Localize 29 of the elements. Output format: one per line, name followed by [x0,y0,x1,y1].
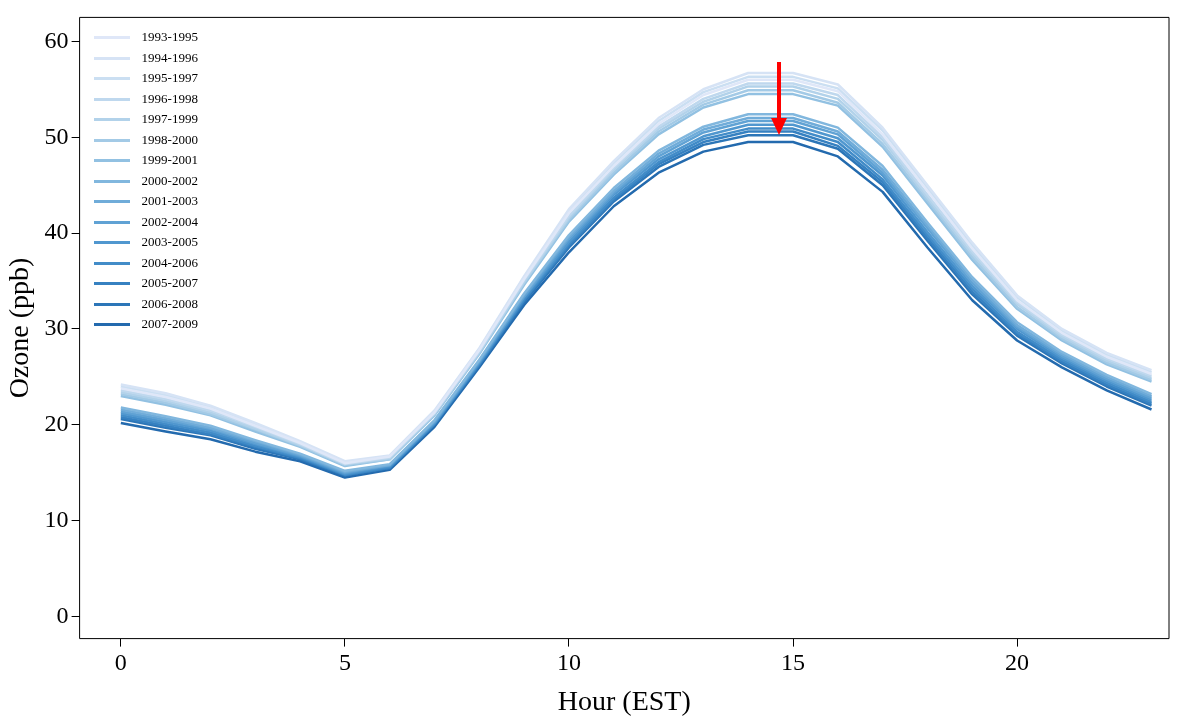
legend-label: 2001-2003 [141,192,198,211]
legend-label: 1997-1999 [141,110,198,129]
legend-label: 1994-1996 [141,48,198,67]
y-axis-title: Ozone (ppb) [3,257,35,399]
x-tick-label: 10 [556,649,581,676]
y-tick-label: 10 [44,505,69,532]
x-axis-title: Hour (EST) [557,684,691,716]
legend-label: 2002-2004 [141,212,198,231]
x-tick-label: 0 [114,649,127,676]
legend-label: 2007-2009 [141,315,198,334]
x-tick-label: 20 [1005,649,1030,676]
legend-label: 1993-1995 [141,28,198,47]
legend-label: 1996-1998 [141,89,198,108]
legend-label: 2006-2008 [141,294,198,313]
legend-label: 2004-2006 [141,253,198,272]
x-tick-label: 5 [338,649,351,676]
x-tick-label: 15 [781,649,806,676]
y-tick-label: 40 [44,218,69,245]
legend-label: 2000-2002 [141,171,198,190]
y-tick-label: 30 [44,314,69,341]
y-tick-label: 0 [56,601,69,628]
legend-label: 1995-1997 [141,69,198,88]
legend-label: 1998-2000 [141,130,198,149]
legend-label: 1999-2001 [141,151,198,170]
legend-label: 2005-2007 [141,274,198,293]
y-tick-label: 20 [44,410,69,437]
legend-label: 2003-2005 [141,233,198,252]
y-tick-label: 50 [44,122,69,149]
y-tick-label: 60 [44,26,69,53]
